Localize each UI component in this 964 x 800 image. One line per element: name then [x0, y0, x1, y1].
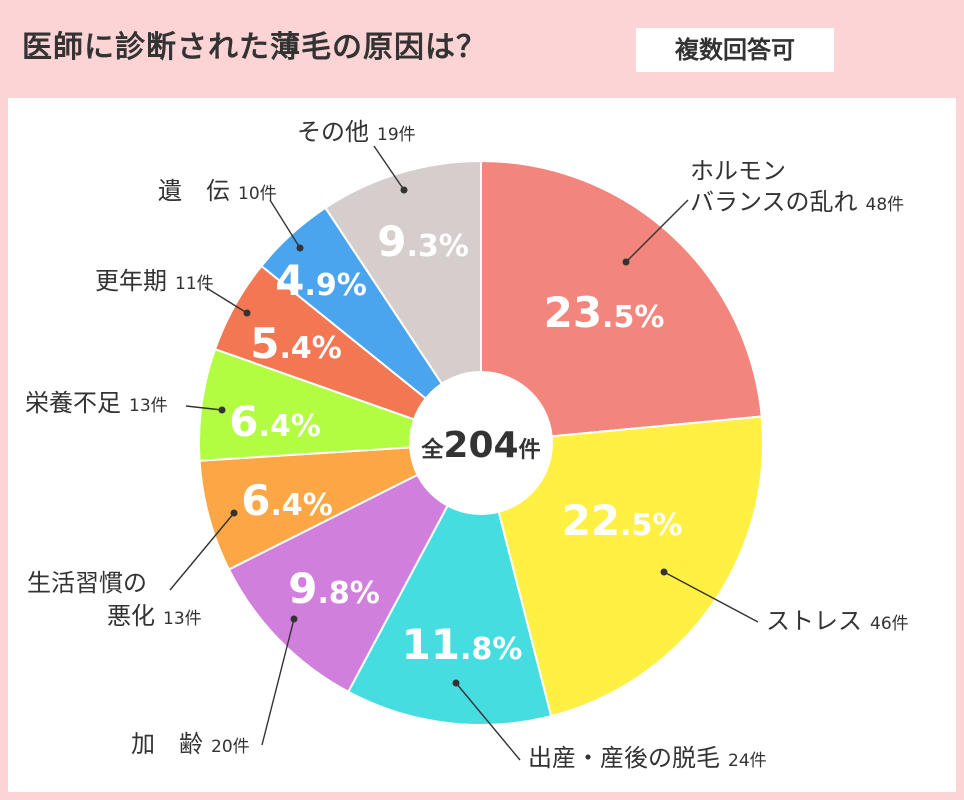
slice-name-label: バランスの乱れ 48件	[690, 188, 904, 216]
leader-dot	[452, 679, 460, 687]
slice-percent-label: 6.4%	[229, 397, 321, 446]
slice-count-label: 48件	[866, 195, 905, 215]
slice-count-label: 19件	[377, 125, 416, 145]
leader-dot	[622, 258, 630, 266]
leader-dot	[230, 509, 238, 517]
leader-line	[169, 512, 235, 591]
slice-count-label: 46件	[870, 614, 909, 634]
leader-dot	[660, 568, 668, 576]
slice-name-label: 遺 伝 10件	[158, 177, 277, 205]
slice-percent-label: 4.9%	[275, 256, 367, 305]
slice-percent-label: 23.5%	[544, 288, 665, 337]
pie-slice	[480, 159, 763, 445]
leader-line	[269, 199, 301, 249]
center-hole	[409, 371, 553, 515]
leader-line	[373, 145, 405, 191]
slice-name-label: 出産・産後の脱毛 24件	[528, 744, 767, 772]
leader-line	[663, 571, 759, 623]
leader-line	[185, 405, 223, 411]
slice-percent-label: 9.3%	[377, 217, 469, 266]
slice-percent-label: 5.4%	[250, 319, 342, 368]
slice-count-label: 10件	[238, 184, 277, 204]
pie-slice	[346, 440, 553, 726]
slice-percent-label: 22.5%	[562, 496, 683, 545]
leader-dot	[290, 615, 298, 623]
slice-name-label: 加 齢 20件	[131, 730, 250, 758]
slice-percent-label: 6.4%	[241, 476, 333, 525]
leader-dot	[218, 406, 226, 414]
leader-line	[625, 199, 689, 263]
slice-count-label: 24件	[728, 751, 767, 771]
pie-slice	[324, 159, 482, 447]
slice-count-label: 13件	[129, 396, 168, 416]
chart-title: 医師に診断された薄毛の原因は？	[22, 30, 487, 65]
slice-percent-label: 9.8%	[288, 564, 380, 613]
slice-count-label: 11件	[175, 274, 214, 294]
pie-slice	[198, 442, 482, 571]
multiple-answers-badge: 複数回答可	[636, 28, 834, 72]
slice-name-label: 悪化 13件	[107, 602, 202, 630]
slice-percent-label: 11.8%	[402, 620, 523, 669]
slice-name-label: 更年期 11件	[95, 267, 214, 295]
leader-line	[261, 618, 295, 746]
leader-line	[455, 682, 521, 761]
slice-name-label: ストレス 46件	[766, 607, 909, 635]
leader-dot	[296, 244, 304, 252]
leader-dot	[243, 309, 251, 317]
pie-slice	[479, 415, 764, 718]
slice-count-label: 20件	[211, 737, 250, 757]
slice-name-label: その他 19件	[297, 118, 416, 146]
slice-name-label: 生活習慣の	[27, 569, 147, 597]
slice-name-label: 栄養不足 13件	[25, 389, 168, 417]
total-count-label: 全204件	[420, 425, 540, 466]
slice-count-label: 13件	[163, 609, 202, 629]
slice-name-label: ホルモン	[690, 157, 786, 185]
leader-line	[204, 286, 248, 314]
leader-dot	[400, 186, 408, 194]
